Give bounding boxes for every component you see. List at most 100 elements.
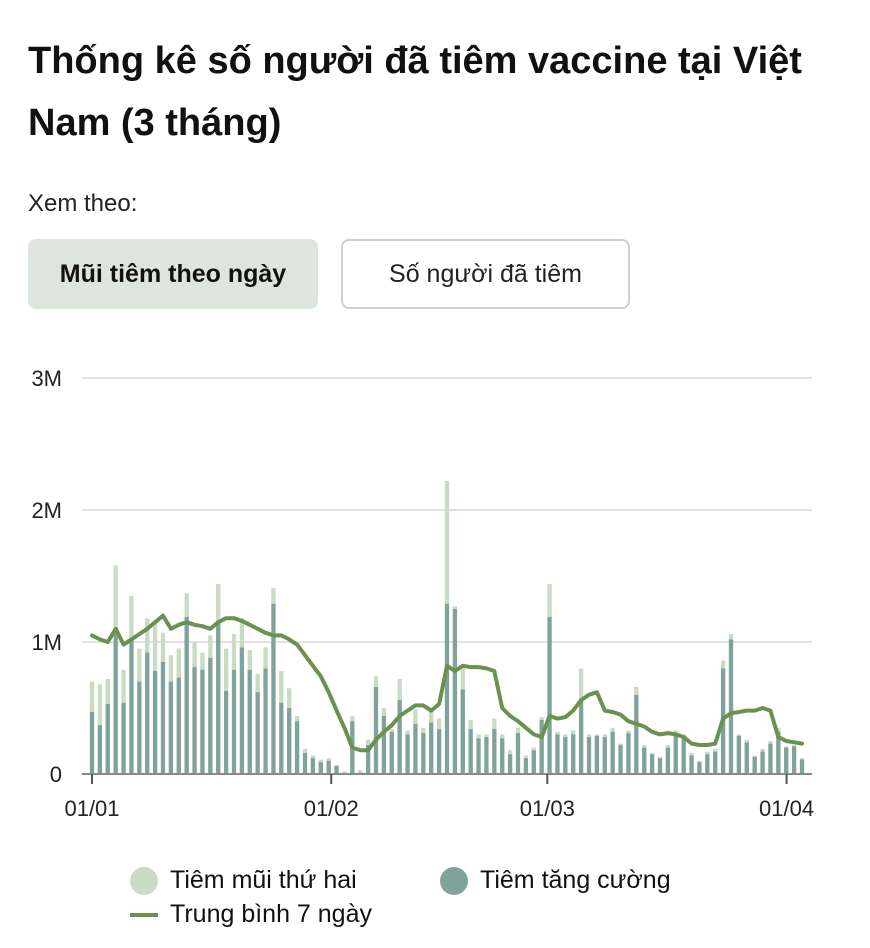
bar-booster xyxy=(657,758,663,774)
bar-booster xyxy=(247,669,252,774)
bar-second-dose xyxy=(231,634,237,670)
bar-second-dose xyxy=(247,649,252,670)
bar-second-dose xyxy=(381,708,387,716)
bar-second-dose xyxy=(452,606,458,609)
bar-second-dose xyxy=(515,727,521,734)
bar-second-dose xyxy=(429,710,434,723)
bar-booster xyxy=(152,671,158,774)
bar-booster xyxy=(634,694,639,774)
bar-second-dose xyxy=(776,727,781,732)
bar-second-dose xyxy=(744,739,749,743)
bar-second-dose xyxy=(160,632,166,662)
bar-booster xyxy=(618,744,623,774)
bar-second-dose xyxy=(239,618,245,648)
bar-booster xyxy=(365,744,371,774)
bar-second-dose xyxy=(578,668,584,699)
bar-booster xyxy=(602,737,607,774)
bar-second-dose xyxy=(507,750,513,755)
bar-booster xyxy=(444,603,450,774)
bar-second-dose xyxy=(310,755,316,759)
legend-dot-second-dose xyxy=(130,866,158,895)
bar-booster xyxy=(610,731,615,774)
bar-booster xyxy=(476,738,481,774)
bar-second-dose xyxy=(287,688,292,708)
bar-booster xyxy=(97,725,103,774)
vaccinated-people-button[interactable]: Số người đã tiêm xyxy=(341,239,630,309)
bar-booster xyxy=(223,690,229,774)
bar-booster xyxy=(231,669,237,774)
bar-second-dose xyxy=(531,747,536,751)
bar-second-dose xyxy=(176,648,181,678)
bar-second-dose xyxy=(602,734,607,738)
bar-second-dose xyxy=(97,684,103,726)
bar-booster xyxy=(531,750,536,774)
bar-second-dose xyxy=(618,743,623,745)
legend-item-booster: Tiêm tăng cường xyxy=(440,866,671,895)
bar-booster xyxy=(334,766,339,774)
bar-second-dose xyxy=(334,764,339,767)
bar-booster xyxy=(255,692,260,774)
bar-second-dose xyxy=(610,727,615,732)
bar-booster xyxy=(665,747,671,774)
bar-booster xyxy=(113,628,118,774)
bar-booster xyxy=(689,755,694,774)
bar-second-dose xyxy=(105,678,110,705)
bar-second-dose xyxy=(760,748,765,752)
bar-second-dose xyxy=(468,719,473,730)
bar-booster xyxy=(294,721,300,774)
bar-second-dose xyxy=(121,669,126,703)
bar-second-dose xyxy=(523,755,529,759)
bar-second-dose xyxy=(326,758,331,761)
bar-booster xyxy=(192,667,197,774)
bar-booster xyxy=(373,686,379,774)
bar-second-dose xyxy=(184,593,189,617)
bar-second-dose xyxy=(302,748,308,753)
bar-second-dose xyxy=(594,734,600,736)
bar-second-dose xyxy=(271,587,276,604)
bar-booster xyxy=(697,762,702,774)
bar-second-dose xyxy=(413,709,418,724)
bar-booster xyxy=(539,719,544,774)
bar-second-dose xyxy=(649,752,655,755)
bar-booster xyxy=(429,722,434,774)
bar-second-dose xyxy=(571,730,576,735)
bar-booster xyxy=(460,689,465,774)
bar-second-dose xyxy=(373,676,379,687)
bar-second-dose xyxy=(89,681,95,712)
bar-booster xyxy=(468,729,473,774)
bar-booster xyxy=(145,652,150,774)
bar-booster xyxy=(121,702,126,774)
bar-second-dose xyxy=(389,729,394,732)
bar-booster xyxy=(216,622,221,774)
bar-booster xyxy=(728,639,734,774)
bar-booster xyxy=(397,700,402,774)
bar-booster xyxy=(436,729,442,774)
bar-second-dose xyxy=(492,718,497,730)
x-tick-label: 01/03 xyxy=(520,796,575,821)
bar-second-dose xyxy=(421,727,426,734)
bar-second-dose xyxy=(768,741,773,744)
bar-second-dose xyxy=(791,744,797,747)
bar-booster xyxy=(744,742,749,774)
bar-second-dose xyxy=(263,647,268,669)
bar-booster xyxy=(381,715,387,774)
bar-booster xyxy=(768,743,773,774)
bar-second-dose xyxy=(626,730,631,734)
bar-second-dose xyxy=(539,717,544,720)
bar-booster xyxy=(736,735,742,774)
bar-second-dose xyxy=(279,671,284,703)
bar-second-dose xyxy=(728,634,734,640)
daily-doses-button[interactable]: Mũi tiêm theo ngày xyxy=(28,239,318,309)
bar-booster xyxy=(421,733,426,774)
bar-booster xyxy=(760,751,765,774)
bar-second-dose xyxy=(713,748,718,752)
bar-booster xyxy=(405,734,410,774)
bar-booster xyxy=(492,729,497,774)
bar-booster xyxy=(586,737,592,774)
bar-second-dose xyxy=(113,565,118,629)
bar-second-dose xyxy=(642,744,647,748)
vaccination-chart: 0 1M 2M 3M 01/01 01/02 01/03 01/04 xyxy=(31,366,814,821)
view-by-label: Xem theo: xyxy=(28,190,138,217)
bar-booster xyxy=(452,609,458,774)
bar-booster xyxy=(555,734,560,774)
